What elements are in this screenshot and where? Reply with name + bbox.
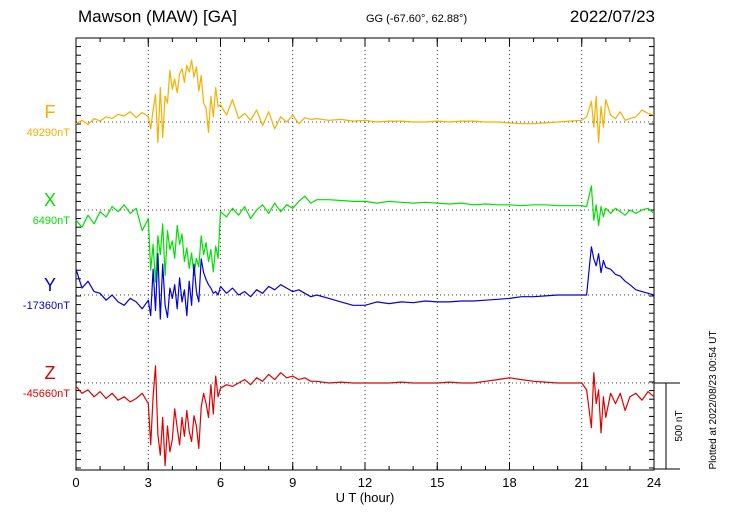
- series-name-z: Z: [45, 363, 56, 383]
- station-title: Mawson (MAW) [GA]: [78, 7, 237, 26]
- baseline-label-f: 49290nT: [27, 127, 71, 139]
- baseline-label-y: -17360nT: [23, 300, 70, 312]
- series-name-y: Y: [44, 275, 56, 295]
- x-axis-title: U T (hour): [336, 490, 395, 505]
- x-tick-label: 24: [647, 475, 661, 490]
- x-tick-label: 0: [72, 475, 79, 490]
- axis-ticks: 0 3 6 9 12 15 18 21 24: [72, 37, 661, 490]
- series-group: [75, 59, 655, 467]
- series-line-x: [75, 185, 655, 283]
- series-name-f: F: [45, 102, 56, 122]
- series-labels: F 49290nT X 6490nT Y -17360nT Z -45660nT: [23, 102, 70, 400]
- x-tick-label: 3: [145, 475, 152, 490]
- series-line-z: [75, 365, 655, 467]
- date-label: 2022/07/23: [570, 7, 655, 26]
- baseline-label-x: 6490nT: [33, 215, 71, 227]
- x-tick-label: 15: [430, 475, 444, 490]
- series-line-y: [75, 246, 655, 320]
- scale-bar-label: 500 nT: [674, 410, 685, 441]
- x-tick-label: 18: [502, 475, 516, 490]
- baseline-label-z: -45660nT: [23, 388, 70, 400]
- series-line-f: [75, 59, 655, 144]
- x-tick-label: 6: [217, 475, 224, 490]
- series-name-x: X: [44, 190, 56, 210]
- x-tick-label: 12: [358, 475, 372, 490]
- plotted-note: Plotted at 2022/08/23 00:54 UT: [708, 331, 719, 470]
- station-coords: GG (-67.60°, 62.88°): [366, 13, 467, 25]
- x-tick-label: 21: [575, 475, 589, 490]
- grid: [76, 38, 654, 470]
- x-tick-label: 9: [289, 475, 296, 490]
